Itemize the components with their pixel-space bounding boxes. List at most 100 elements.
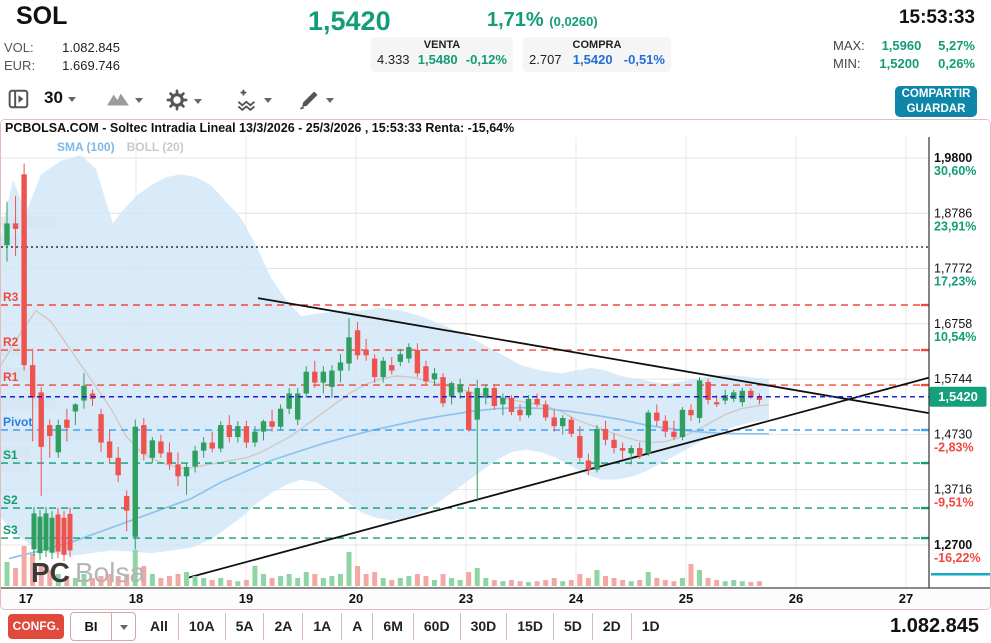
range-button-30d[interactable]: 30D	[459, 613, 507, 640]
config-button[interactable]: CONFG.	[8, 614, 64, 639]
max-price: 1,5960	[881, 38, 922, 53]
svg-text:1,7772: 1,7772	[934, 262, 972, 276]
legend-sma[interactable]: SMA (100)	[57, 140, 115, 154]
max-min-block: MAX: 1,5960 5,27% MIN: 1,5200 0,26%	[833, 38, 975, 74]
interval-dropdown[interactable]: 30	[44, 88, 76, 108]
panel-toggle-button[interactable]	[8, 88, 30, 110]
clock: 15:53:33	[898, 7, 975, 28]
svg-text:S3: S3	[3, 523, 18, 537]
svg-text:-16,22%: -16,22%	[934, 551, 981, 565]
max-row: MAX: 1,5960 5,27%	[833, 38, 975, 53]
volume-layer	[4, 546, 762, 586]
chevron-down-icon	[194, 98, 202, 104]
svg-text:1,3716: 1,3716	[934, 483, 972, 497]
settings-dropdown[interactable]	[165, 88, 202, 112]
svg-text:10,54%: 10,54%	[934, 330, 976, 344]
range-button-2d[interactable]: 2D	[591, 613, 631, 640]
bottom-toolbar: CONFG. BI All 10A 5A 2A 1A A 6M 60D 30D 15D 5D 2D 1D…	[0, 610, 991, 643]
volume-row: VOL: 1.082.845	[4, 40, 120, 55]
vol-label: VOL:	[4, 40, 34, 55]
svg-text:-9,51%: -9,51%	[934, 496, 974, 510]
svg-text:1,9800: 1,9800	[934, 151, 972, 165]
ask-title: VENTA	[423, 39, 461, 51]
symbol-name: SOL	[16, 2, 68, 30]
svg-text:R1: R1	[3, 370, 19, 384]
svg-text:30,60%: 30,60%	[934, 164, 976, 178]
svg-text:1,6758: 1,6758	[934, 317, 972, 331]
svg-text:1,4730: 1,4730	[934, 427, 972, 441]
chart-type-dropdown[interactable]	[106, 88, 143, 110]
max-pct: 5,27%	[938, 38, 975, 53]
svg-text:17,23%: 17,23%	[934, 275, 976, 289]
svg-text:24: 24	[569, 591, 584, 606]
indicators-icon	[236, 88, 259, 111]
chevron-down-icon	[135, 97, 143, 103]
range-button-15d[interactable]: 15D	[506, 613, 553, 640]
legend-boll[interactable]: BOLL (20)	[126, 140, 184, 154]
instrument-value[interactable]: BI	[84, 619, 98, 634]
chart-toolbar: 30 COMPARTIR	[0, 84, 991, 118]
indicators-dropdown[interactable]	[236, 88, 272, 111]
svg-text:R2: R2	[3, 335, 19, 349]
quote-header: SOL VOL: 1.082.845 EUR: 1.669.746 1,5420…	[0, 0, 991, 84]
range-button-all[interactable]: All	[150, 618, 168, 634]
eur-label: EUR:	[4, 58, 36, 73]
chevron-down-icon	[119, 625, 128, 630]
price-chart-canvas[interactable]: R3 R2 R1 Pivot S1 S2 S3 PC Bolsa 17 18 19 20 23 24 25 26…	[1, 120, 990, 609]
max-label: MAX:	[833, 38, 865, 53]
eur-row: EUR: 1.669.746	[4, 58, 120, 73]
share-save-button[interactable]: COMPARTIR GUARDAR	[895, 86, 977, 117]
svg-text:1,5420: 1,5420	[938, 389, 978, 404]
instrument-combo[interactable]: BI	[70, 612, 136, 641]
change-pct-value: 1,71%	[487, 9, 544, 31]
range-button-1d[interactable]: 1D	[630, 613, 670, 640]
ask-qty: 4.333	[377, 52, 410, 67]
save-label[interactable]: GUARDAR	[906, 103, 966, 115]
min-label: MIN:	[833, 56, 861, 71]
change-percent: 1,71% (0,0260)	[487, 9, 598, 32]
ask-box[interactable]: VENTA 4.333 1,5480 -0,12%	[371, 37, 513, 72]
pencil-icon	[298, 88, 321, 111]
svg-text:20: 20	[349, 591, 363, 606]
last-price: 1,5420	[308, 6, 391, 36]
watermark: PC Bolsa	[31, 506, 145, 588]
panel-icon	[8, 88, 30, 110]
svg-text:25: 25	[679, 591, 693, 606]
chevron-down-icon	[326, 98, 334, 103]
range-button-a[interactable]: A	[341, 613, 372, 640]
instrument-caret[interactable]	[111, 613, 135, 640]
svg-text:17: 17	[19, 591, 33, 606]
range-button-10a[interactable]: 10A	[177, 613, 225, 640]
svg-text:PC: PC	[31, 557, 70, 588]
range-button-60d[interactable]: 60D	[412, 613, 460, 640]
axes-layer: 17 18 19 20 23 24 25 26 27	[1, 137, 990, 609]
gear-icon	[165, 88, 189, 112]
range-selector: All 10A 5A 2A 1A A 6M 60D 30D 15D 5D 2D 1D	[140, 612, 670, 641]
interval-value: 30	[44, 88, 63, 107]
range-button-6m[interactable]: 6M	[372, 613, 412, 640]
trendlines-layer	[185, 297, 930, 580]
range-button-5d[interactable]: 5D	[552, 613, 592, 640]
svg-text:-2,83%: -2,83%	[934, 440, 974, 454]
svg-text:27: 27	[899, 591, 913, 606]
range-button-1a[interactable]: 1A	[302, 613, 341, 640]
draw-tools-dropdown[interactable]	[298, 88, 334, 111]
svg-text:S2: S2	[3, 493, 18, 507]
bid-qty: 2.707	[529, 52, 562, 67]
svg-text:Pivot: Pivot	[3, 415, 32, 429]
range-button-5a[interactable]: 5A	[224, 613, 264, 640]
svg-text:1,5744: 1,5744	[934, 372, 972, 386]
pivot-levels-layer: R3 R2 R1 Pivot S1 S2 S3	[1, 290, 929, 540]
svg-text:19: 19	[239, 591, 253, 606]
bid-box[interactable]: COMPRA 2.707 1,5420 -0,51%	[523, 37, 671, 72]
min-row: MIN: 1,5200 0,26%	[833, 56, 975, 71]
eur-value: 1.669.746	[62, 58, 120, 73]
chart-frame: R3 R2 R1 Pivot S1 S2 S3 PC Bolsa 17 18 19 20 23 24 25 26…	[0, 119, 991, 610]
svg-text:1,2700: 1,2700	[934, 538, 972, 552]
session-volume-total: 1.082.845	[890, 615, 979, 637]
range-button-2a[interactable]: 2A	[263, 613, 302, 640]
share-label[interactable]: COMPARTIR	[901, 88, 971, 100]
svg-text:S1: S1	[3, 448, 18, 462]
